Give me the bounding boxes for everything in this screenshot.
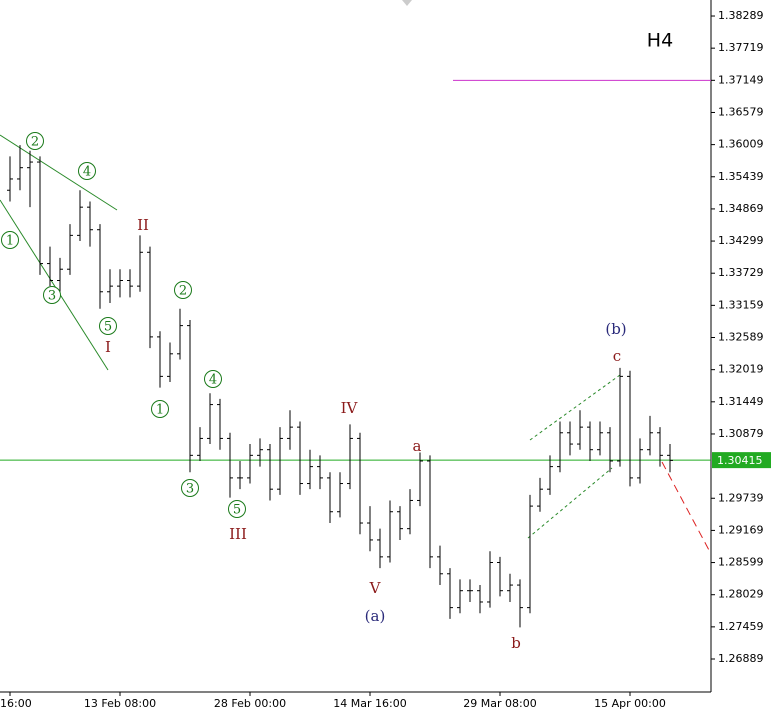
y-tick-label: 1.29169 [718, 523, 764, 536]
wave-circle [228, 500, 246, 518]
wave-label: 3 [48, 289, 56, 304]
x-tick-label: 16:00 [0, 697, 32, 710]
trend-line [0, 199, 109, 371]
timeframe: H4 [647, 30, 673, 52]
wave-label: (a) [365, 607, 386, 625]
wave-label: a [413, 437, 422, 455]
y-tick-label: 1.31449 [718, 395, 764, 408]
x-tick-label: 13 Feb 08:00 [84, 697, 156, 710]
x-tick-label: 29 Mar 08:00 [463, 697, 536, 710]
wave-label: 5 [104, 320, 112, 335]
wave-label: V [369, 579, 382, 597]
wave-circle [151, 400, 169, 418]
wave-label: 1 [156, 403, 164, 418]
wave-label: IV [341, 399, 359, 417]
x-tick-label: 28 Feb 00:00 [214, 697, 286, 710]
x-tick-label: 14 Mar 16:00 [333, 697, 406, 710]
wave-circle [181, 479, 199, 497]
current-price-box [712, 452, 771, 469]
y-tick-label: 1.36009 [718, 138, 764, 151]
wave-label: III [229, 525, 247, 543]
wave-label: 3 [186, 482, 194, 497]
y-tick-label: 1.33159 [718, 298, 764, 311]
wave-label: 2 [31, 135, 39, 150]
wave-circle [204, 370, 222, 388]
wave-label: b [511, 634, 521, 652]
y-tick-label: 1.38289 [718, 9, 764, 22]
y-tick-label: 1.28029 [718, 588, 764, 601]
y-tick-label: 1.32019 [718, 363, 764, 376]
wave-label: (b) [605, 320, 626, 338]
x-tick-label: 15 Apr 00:00 [594, 697, 666, 710]
projection-line [661, 461, 711, 553]
wave-label: c [613, 347, 621, 365]
y-tick-label: 1.28599 [718, 556, 764, 569]
wave-label: 1 [6, 234, 14, 249]
wave-label: 4 [83, 165, 91, 180]
channel-line [529, 374, 621, 441]
y-tick-label: 1.26889 [718, 652, 764, 665]
wave-label: 2 [179, 284, 187, 299]
wave-label: I [105, 338, 111, 356]
y-tick-label: 1.29739 [718, 491, 764, 504]
wave-circle [1, 231, 19, 249]
wave-circle [174, 281, 192, 299]
wave-label: II [137, 216, 149, 234]
y-tick-label: 1.30879 [718, 427, 764, 440]
current-price-label: 1.30415 [717, 454, 763, 467]
y-tick-label: 1.37149 [718, 73, 764, 86]
wave-circle [78, 162, 96, 180]
y-tick-label: 1.35439 [718, 170, 764, 183]
y-tick-label: 1.32589 [718, 331, 764, 344]
y-tick-label: 1.34299 [718, 234, 764, 247]
wave-circle [43, 286, 61, 304]
channel-line [527, 467, 613, 539]
y-tick-label: 1.37719 [718, 41, 764, 54]
y-tick-label: 1.36579 [718, 105, 764, 118]
wave-label: 5 [233, 503, 241, 518]
y-tick-label: 1.33729 [718, 266, 764, 279]
scroll-marker [402, 0, 412, 6]
wave-circle [99, 317, 117, 335]
y-tick-label: 1.27459 [718, 620, 764, 633]
y-tick-label: 1.34869 [718, 202, 764, 215]
wave-circle [26, 132, 44, 150]
wave-label: 4 [209, 373, 217, 388]
